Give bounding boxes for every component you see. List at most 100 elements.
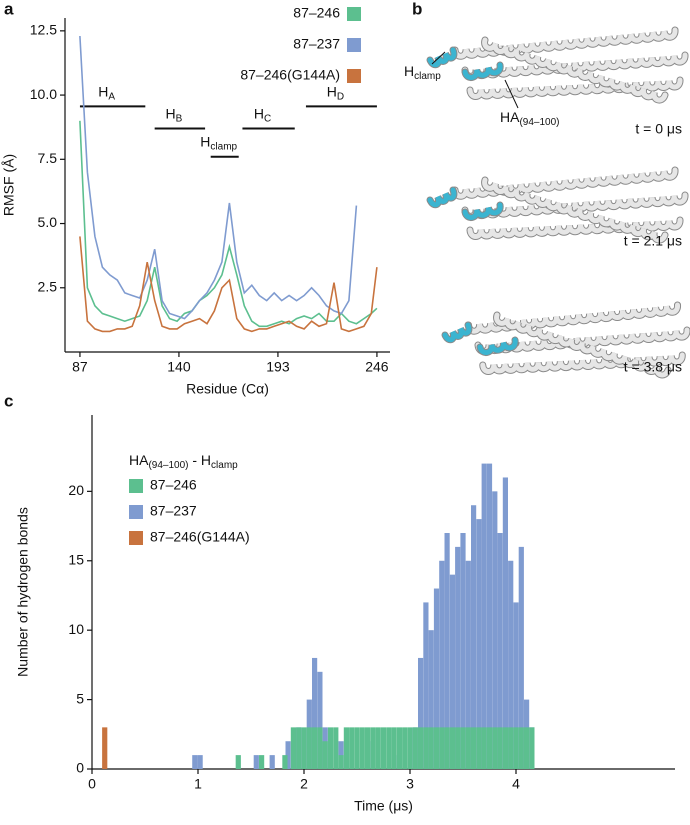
bar	[460, 727, 466, 769]
y-tick-label: 15	[68, 551, 84, 567]
helix-label: HB	[165, 105, 182, 124]
bar	[508, 727, 514, 769]
bar	[502, 477, 508, 769]
bar	[481, 727, 487, 769]
legend-swatch	[347, 7, 361, 21]
legend-label: 87–246(G144A)	[240, 67, 340, 83]
bar	[391, 727, 397, 769]
legend-label: 87–237	[293, 36, 340, 52]
x-tick-label: 193	[266, 359, 290, 375]
helix-ribbon	[452, 167, 678, 199]
bar	[449, 727, 455, 769]
y-axis-label: Number of hydrogen bonds	[15, 507, 31, 677]
bar	[402, 727, 408, 769]
bar	[476, 727, 482, 769]
bar	[529, 727, 535, 769]
helix-label: HA	[98, 83, 115, 102]
bar	[433, 588, 440, 769]
bar	[439, 560, 445, 769]
bar	[412, 727, 418, 769]
bar	[407, 727, 413, 769]
bar	[428, 630, 434, 769]
bar	[465, 560, 471, 769]
text-part: H	[254, 105, 264, 121]
time-label: t = 0 μs	[635, 121, 682, 137]
y-tick-label: 0	[76, 760, 84, 776]
bar	[444, 727, 450, 769]
series-line	[79, 120, 378, 328]
helix-ribbon	[462, 62, 503, 80]
bar	[322, 741, 328, 769]
x-tick-label: 140	[167, 359, 191, 375]
legend-swatch	[129, 479, 143, 493]
legend-title: HA(94–100) - Hclamp	[129, 452, 238, 471]
bar	[497, 727, 503, 769]
bar	[486, 727, 493, 769]
y-tick-label: 2.5	[38, 278, 58, 294]
x-tick-label: 4	[512, 776, 520, 792]
bar	[492, 491, 498, 769]
bar	[481, 463, 487, 769]
subscript: C	[264, 113, 271, 124]
bar	[423, 602, 429, 769]
bar	[301, 727, 307, 769]
bar	[518, 546, 524, 769]
legend-label: 87–237	[150, 503, 197, 519]
bar	[235, 755, 241, 769]
bar	[486, 463, 493, 769]
text-part: HA	[129, 452, 149, 468]
bar	[327, 727, 334, 769]
bar	[343, 727, 349, 769]
bar	[102, 727, 108, 769]
subscript: clamp	[414, 71, 441, 82]
bar	[428, 727, 434, 769]
subscript: B	[176, 113, 183, 124]
bar	[518, 727, 524, 769]
bar	[476, 519, 482, 769]
text-part: H	[98, 83, 108, 99]
bar	[349, 727, 355, 769]
structure-label: HA(94–100)	[500, 109, 559, 128]
bar	[471, 505, 477, 769]
y-tick-label: 10	[68, 621, 84, 637]
pointer	[431, 51, 446, 65]
bar	[502, 727, 508, 769]
bar	[253, 755, 259, 769]
bar	[197, 755, 203, 769]
bar	[386, 727, 392, 769]
bar	[269, 755, 275, 769]
helix-ribbon	[452, 27, 678, 59]
helix-ribbon	[494, 312, 671, 378]
bar	[296, 727, 302, 769]
time-label: t = 2.1 μs	[624, 233, 682, 249]
bar	[418, 727, 424, 769]
text-part: H	[200, 133, 210, 149]
bar	[513, 602, 519, 769]
bar	[455, 546, 461, 769]
panel-letter: a	[4, 0, 14, 18]
text-part: H	[327, 83, 337, 99]
legend-label: 87–246(G144A)	[150, 529, 250, 545]
bar	[354, 727, 360, 769]
series-line	[79, 35, 358, 320]
text-part: - H	[188, 452, 211, 468]
subscript: (94–100)	[519, 117, 559, 128]
x-tick-label: 246	[365, 359, 389, 375]
helix-ribbon	[427, 47, 457, 68]
legend-swatch	[347, 38, 361, 52]
y-tick-label: 12.5	[30, 22, 57, 38]
helix-ribbon	[427, 187, 457, 208]
bar	[444, 533, 450, 769]
subscript: clamp	[211, 460, 238, 471]
panel-letter: b	[412, 0, 422, 18]
helix-ribbon	[462, 202, 503, 220]
bar	[365, 727, 371, 769]
bar	[418, 657, 424, 769]
bar	[508, 560, 514, 769]
bar	[455, 727, 461, 769]
bar	[497, 533, 503, 769]
text-part: H	[404, 63, 414, 79]
legend-label: 87–246	[150, 477, 197, 493]
subscript: clamp	[210, 141, 237, 152]
bar	[460, 533, 466, 769]
